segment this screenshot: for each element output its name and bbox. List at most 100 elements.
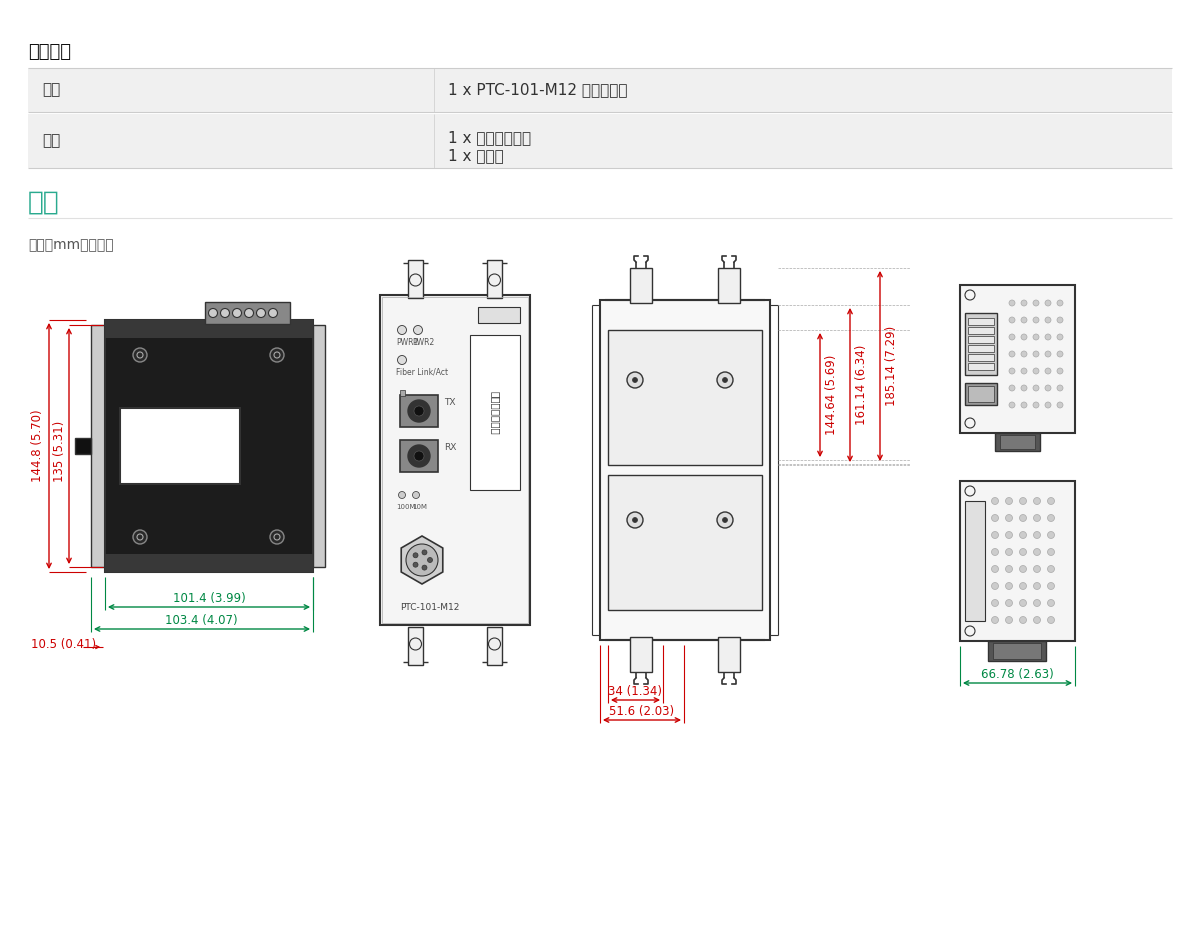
Text: 设备: 设备 xyxy=(42,82,60,98)
Text: TX: TX xyxy=(444,398,456,406)
Circle shape xyxy=(1009,368,1015,374)
Circle shape xyxy=(406,544,438,576)
Circle shape xyxy=(1006,548,1013,556)
Bar xyxy=(106,320,313,338)
Circle shape xyxy=(233,309,241,317)
Circle shape xyxy=(257,309,265,317)
Text: 161.14 (6.34): 161.14 (6.34) xyxy=(856,345,869,425)
Circle shape xyxy=(1057,368,1063,374)
Circle shape xyxy=(1020,497,1026,505)
Circle shape xyxy=(1048,514,1055,522)
Text: 66.78 (2.63): 66.78 (2.63) xyxy=(982,668,1054,681)
Circle shape xyxy=(991,599,998,606)
Polygon shape xyxy=(401,536,443,584)
Text: 34 (1.34): 34 (1.34) xyxy=(608,685,662,698)
Bar xyxy=(1000,435,1034,449)
Bar xyxy=(400,395,438,427)
Bar xyxy=(965,383,997,405)
Circle shape xyxy=(991,565,998,573)
Circle shape xyxy=(628,372,643,388)
Circle shape xyxy=(1033,317,1039,323)
Circle shape xyxy=(1045,351,1051,357)
Bar xyxy=(400,390,406,396)
Circle shape xyxy=(718,512,733,528)
Circle shape xyxy=(1020,599,1026,606)
Bar xyxy=(382,297,528,623)
Circle shape xyxy=(413,553,418,558)
Circle shape xyxy=(414,326,422,334)
Text: 1 x 快速安装指南: 1 x 快速安装指南 xyxy=(448,130,532,145)
Circle shape xyxy=(408,400,430,422)
Circle shape xyxy=(1020,582,1026,589)
Circle shape xyxy=(1045,300,1051,306)
Text: 10.5 (0.41): 10.5 (0.41) xyxy=(31,637,96,651)
Circle shape xyxy=(1021,368,1027,374)
Circle shape xyxy=(413,563,418,567)
Circle shape xyxy=(722,517,727,523)
Bar xyxy=(968,318,994,325)
Circle shape xyxy=(1048,531,1055,539)
Bar xyxy=(91,325,106,567)
Bar xyxy=(400,440,438,472)
Circle shape xyxy=(1033,514,1040,522)
Circle shape xyxy=(991,548,998,556)
Bar xyxy=(600,300,770,640)
Circle shape xyxy=(209,309,217,317)
Circle shape xyxy=(628,512,643,528)
Circle shape xyxy=(414,406,424,416)
Bar xyxy=(960,285,1075,433)
Circle shape xyxy=(1045,402,1051,408)
Circle shape xyxy=(1057,351,1063,357)
Bar xyxy=(994,643,1042,659)
Circle shape xyxy=(1006,599,1013,606)
Bar xyxy=(608,475,762,610)
Circle shape xyxy=(1048,582,1055,589)
Text: 1 x PTC-101-M12 系列转换器: 1 x PTC-101-M12 系列转换器 xyxy=(448,82,628,98)
Circle shape xyxy=(1020,514,1026,522)
Circle shape xyxy=(1021,317,1027,323)
Circle shape xyxy=(398,491,406,498)
Text: 1 x 保修卡: 1 x 保修卡 xyxy=(448,148,504,163)
Text: 103.4 (4.07): 103.4 (4.07) xyxy=(164,614,238,627)
Text: 单位：mm（英寸）: 单位：mm（英寸） xyxy=(28,238,114,252)
Circle shape xyxy=(1021,385,1027,391)
Bar xyxy=(380,295,530,625)
Circle shape xyxy=(133,348,148,362)
Circle shape xyxy=(1057,300,1063,306)
Circle shape xyxy=(1006,514,1013,522)
Circle shape xyxy=(1048,497,1055,505)
Circle shape xyxy=(1033,402,1039,408)
Circle shape xyxy=(270,348,284,362)
Circle shape xyxy=(1033,385,1039,391)
Text: 包装清单: 包装清单 xyxy=(28,43,71,61)
Bar xyxy=(988,641,1046,661)
Circle shape xyxy=(133,530,148,544)
Text: PWR2: PWR2 xyxy=(412,337,434,347)
Text: PTC-101-M12: PTC-101-M12 xyxy=(400,602,460,612)
Circle shape xyxy=(1057,385,1063,391)
Circle shape xyxy=(718,372,733,388)
Circle shape xyxy=(1009,334,1015,340)
Circle shape xyxy=(408,445,430,467)
Bar xyxy=(478,307,520,323)
Circle shape xyxy=(1033,599,1040,606)
Text: PWR1: PWR1 xyxy=(396,337,419,347)
Text: 10M: 10M xyxy=(412,504,427,510)
Bar xyxy=(968,345,994,352)
Bar xyxy=(120,408,240,484)
Bar xyxy=(968,327,994,334)
Circle shape xyxy=(722,378,727,383)
Circle shape xyxy=(991,514,998,522)
Bar xyxy=(408,627,424,665)
Text: 144.8 (5.70): 144.8 (5.70) xyxy=(30,410,43,482)
Circle shape xyxy=(1009,351,1015,357)
Bar xyxy=(965,313,997,375)
Bar xyxy=(106,320,313,572)
Circle shape xyxy=(1006,582,1013,589)
Circle shape xyxy=(1045,317,1051,323)
Circle shape xyxy=(1009,402,1015,408)
Text: 144.64 (5.69): 144.64 (5.69) xyxy=(826,355,839,436)
Circle shape xyxy=(1033,582,1040,589)
Circle shape xyxy=(1020,531,1026,539)
Bar xyxy=(995,433,1040,451)
